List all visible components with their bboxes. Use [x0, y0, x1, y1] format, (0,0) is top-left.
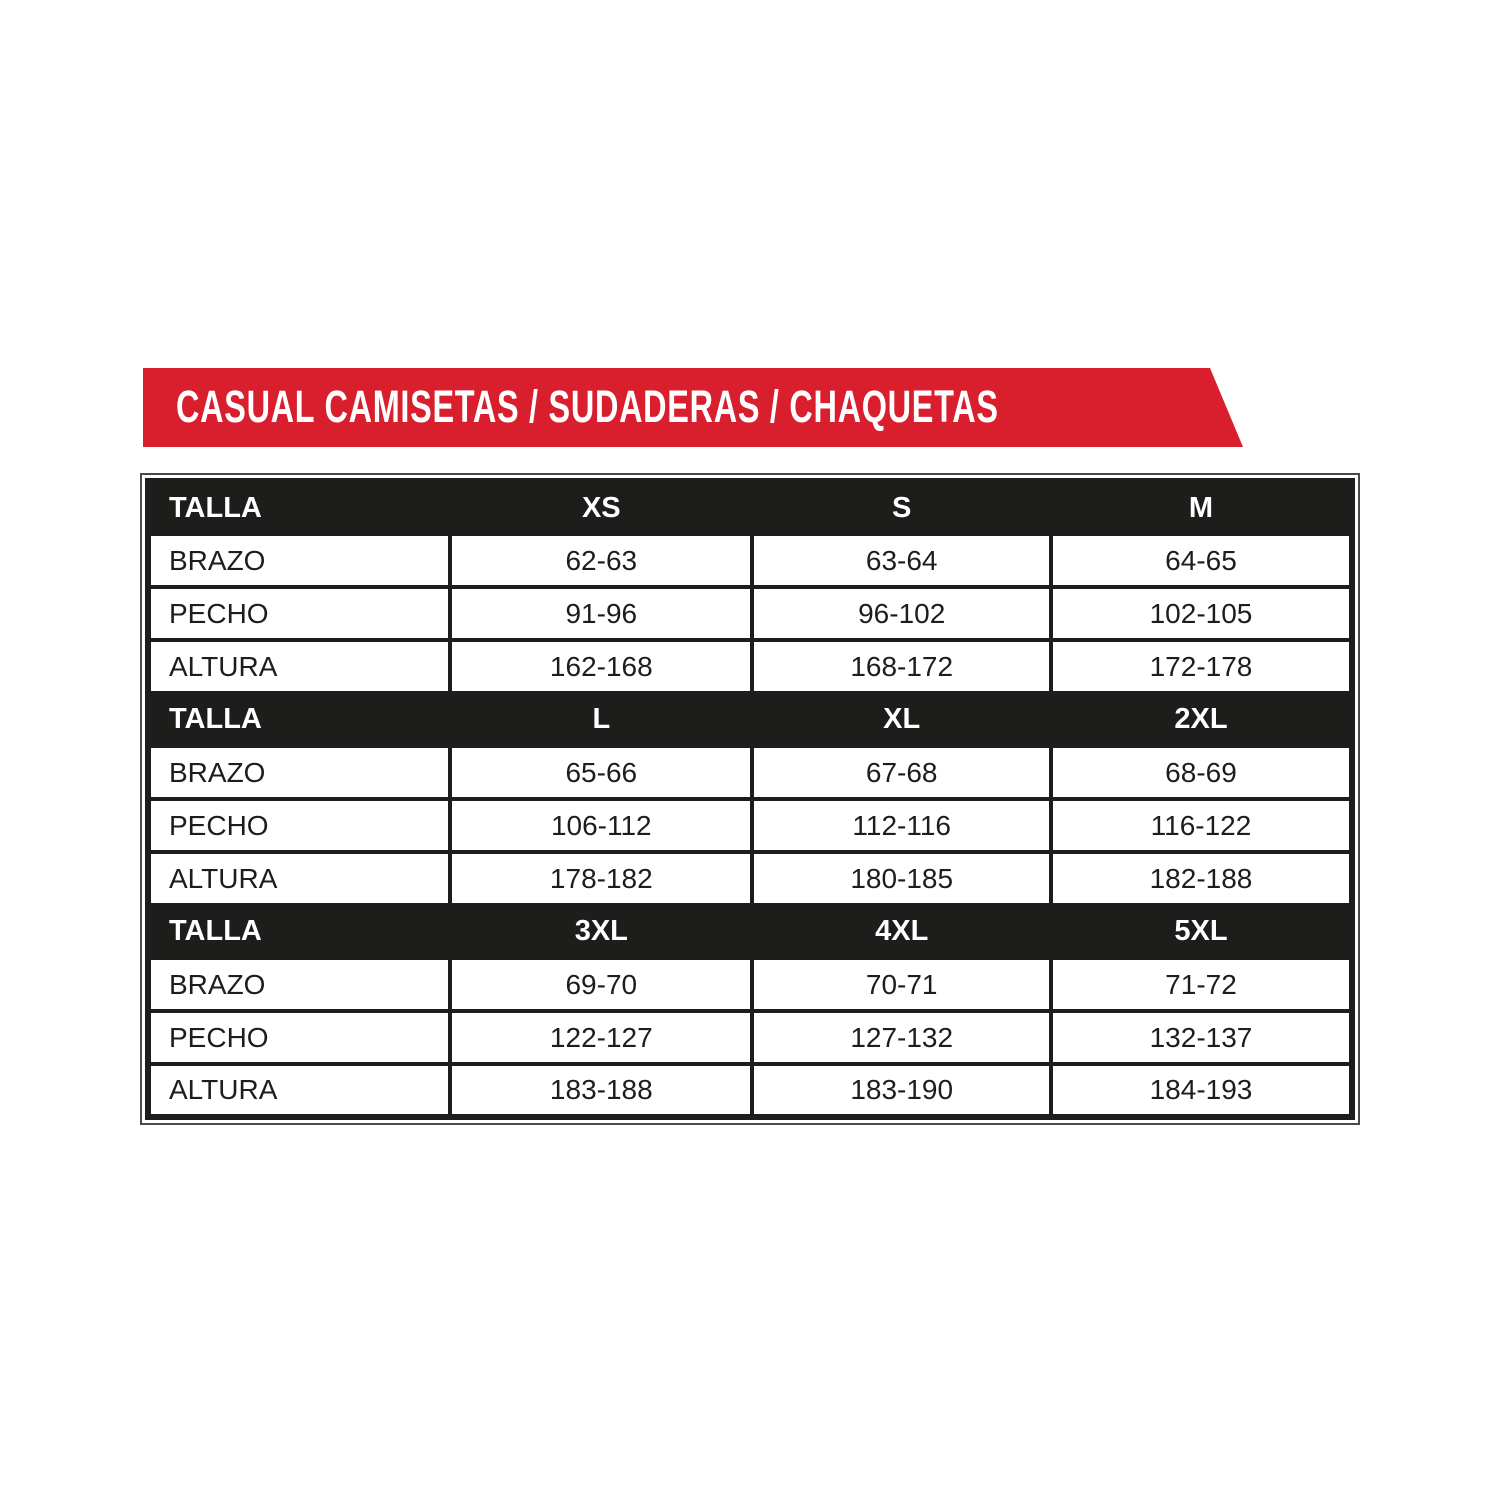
value-cell: 178-182 — [448, 850, 755, 907]
measurement-row: PECHO 91-96 96-102 102-105 — [145, 585, 1355, 642]
size-header-cell: 3XL — [448, 903, 755, 960]
size-header-label: TALLA — [145, 903, 453, 960]
value-cell: 112-116 — [750, 797, 1053, 854]
value-cell: 116-122 — [1048, 797, 1355, 854]
row-label-cell: PECHO — [145, 585, 453, 642]
measurement-row: ALTURA 178-182 180-185 182-188 — [145, 850, 1355, 907]
value-cell: 184-193 — [1048, 1062, 1355, 1119]
value-cell: 183-190 — [750, 1062, 1053, 1119]
size-header-cell: 2XL — [1048, 691, 1355, 748]
value-cell: 68-69 — [1048, 744, 1355, 801]
size-header-cell: XL — [750, 691, 1053, 748]
value-cell: 122-127 — [448, 1009, 755, 1066]
value-cell: 127-132 — [750, 1009, 1053, 1066]
size-header-cell: L — [448, 691, 755, 748]
row-label-cell: BRAZO — [145, 744, 453, 801]
value-cell: 182-188 — [1048, 850, 1355, 907]
measurement-row: PECHO 106-112 112-116 116-122 — [145, 797, 1355, 854]
size-header-row: TALLA L XL 2XL — [145, 691, 1355, 748]
value-cell: 180-185 — [750, 850, 1053, 907]
value-cell: 183-188 — [448, 1062, 755, 1119]
value-cell: 67-68 — [750, 744, 1053, 801]
size-header-cell: XS — [448, 479, 755, 536]
size-header-label: TALLA — [145, 479, 453, 536]
measurement-row: BRAZO 62-63 63-64 64-65 — [145, 532, 1355, 589]
banner-title: CASUAL CAMISETAS / SUDADERAS / CHAQUETAS — [176, 380, 999, 432]
value-cell: 132-137 — [1048, 1009, 1355, 1066]
value-cell: 65-66 — [448, 744, 755, 801]
size-header-cell: S — [750, 479, 1053, 536]
size-chart-table: TALLA XS S M BRAZO 62-63 63-64 64-65 PEC… — [140, 473, 1360, 1125]
value-cell: 63-64 — [750, 532, 1053, 589]
size-header-row: TALLA 3XL 4XL 5XL — [145, 903, 1355, 960]
value-cell: 62-63 — [448, 532, 755, 589]
row-label-cell: ALTURA — [145, 638, 453, 695]
row-label-cell: PECHO — [145, 797, 453, 854]
measurement-row: BRAZO 65-66 67-68 68-69 — [145, 744, 1355, 801]
value-cell: 71-72 — [1048, 956, 1355, 1013]
row-label-cell: PECHO — [145, 1009, 453, 1066]
measurement-row: PECHO 122-127 127-132 132-137 — [145, 1009, 1355, 1066]
row-label-cell: ALTURA — [145, 850, 453, 907]
row-label-cell: BRAZO — [145, 956, 453, 1013]
value-cell: 69-70 — [448, 956, 755, 1013]
value-cell: 106-112 — [448, 797, 755, 854]
value-cell: 172-178 — [1048, 638, 1355, 695]
row-label-cell: ALTURA — [145, 1062, 453, 1119]
value-cell: 70-71 — [750, 956, 1053, 1013]
measurement-row: ALTURA 183-188 183-190 184-193 — [145, 1062, 1355, 1119]
value-cell: 64-65 — [1048, 532, 1355, 589]
section-banner: CASUAL CAMISETAS / SUDADERAS / CHAQUETAS — [143, 368, 1243, 447]
row-label-cell: BRAZO — [145, 532, 453, 589]
value-cell: 162-168 — [448, 638, 755, 695]
measurement-row: BRAZO 69-70 70-71 71-72 — [145, 956, 1355, 1013]
value-cell: 91-96 — [448, 585, 755, 642]
size-header-cell: 4XL — [750, 903, 1053, 960]
value-cell: 96-102 — [750, 585, 1053, 642]
measurement-row: ALTURA 162-168 168-172 172-178 — [145, 638, 1355, 695]
size-header-cell: 5XL — [1048, 903, 1355, 960]
size-header-cell: M — [1048, 479, 1355, 536]
value-cell: 102-105 — [1048, 585, 1355, 642]
value-cell: 168-172 — [750, 638, 1053, 695]
size-header-label: TALLA — [145, 691, 453, 748]
size-header-row: TALLA XS S M — [145, 479, 1355, 536]
